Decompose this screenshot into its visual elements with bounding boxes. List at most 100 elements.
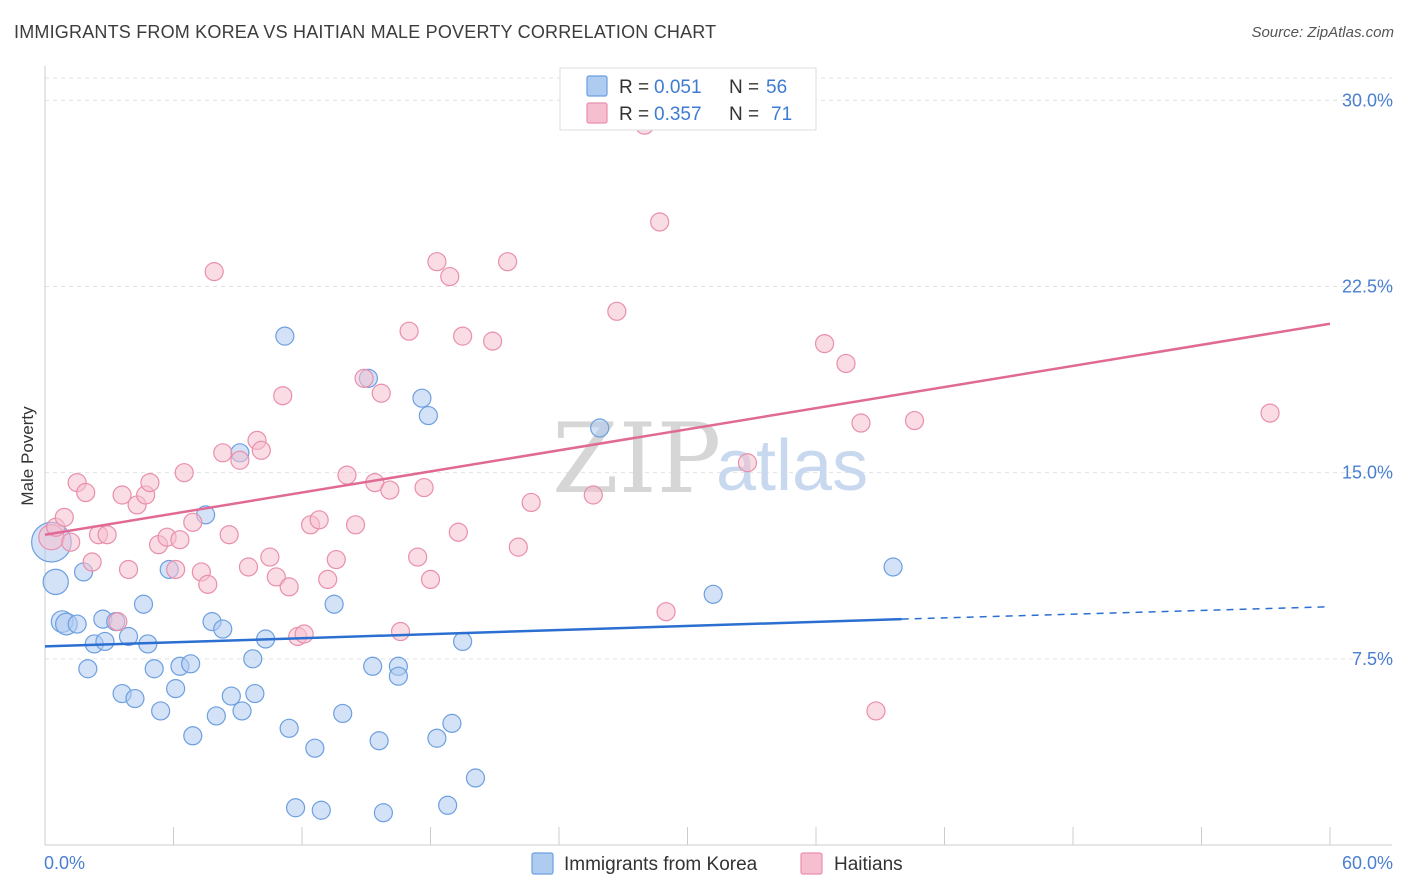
korea-point-34 [279, 718, 299, 738]
korea-point-14 [133, 594, 154, 614]
haiti-point-32 [273, 386, 293, 406]
haiti-point-11 [118, 559, 139, 580]
korea-point-16 [144, 659, 164, 679]
haiti-point-57 [508, 537, 528, 557]
korea-point-8 [95, 631, 115, 652]
korea-point-55 [883, 557, 903, 577]
watermark-zip: ZIP [552, 403, 721, 515]
y-tick-label-1: 15.0% [1342, 463, 1393, 483]
haiti-point-69 [904, 410, 925, 431]
x-tick-labels: 0.0% 60.0% [44, 853, 1393, 873]
korea-point-51 [453, 631, 473, 652]
korea-point-33 [275, 326, 295, 346]
haiti-point-65 [814, 333, 835, 354]
legend-swatch-korea [586, 75, 608, 97]
y-tick-label-2: 22.5% [1342, 277, 1393, 297]
haiti-point-54 [453, 326, 473, 346]
legend-box: R = 0.051 N = 56 R = 0.357 N = 71 [559, 67, 817, 131]
korea-point-27 [221, 686, 241, 706]
haiti-point-5 [76, 482, 96, 503]
haiti-point-19 [174, 463, 194, 483]
korea-point-37 [311, 800, 331, 820]
haiti-point-26 [230, 450, 250, 470]
legend-r-label-haiti: R = [619, 104, 649, 125]
korea-point-13 [125, 688, 145, 709]
y-tick-labels: 7.5% 15.0% 22.5% 30.0% [1342, 90, 1393, 668]
haiti-point-55 [483, 331, 503, 351]
korea-point-36 [305, 738, 325, 758]
haiti-point-37 [309, 510, 329, 530]
haiti-point-50 [420, 569, 441, 590]
korea-point-29 [232, 701, 252, 721]
haiti-point-10 [112, 485, 132, 505]
korea-point-49 [438, 795, 458, 815]
y-tick-label-0: 7.5% [1352, 649, 1393, 669]
haiti-point-62 [650, 212, 670, 232]
korea-point-42 [369, 731, 389, 751]
haiti-point-31 [266, 567, 286, 587]
haiti-point-60 [607, 301, 627, 321]
y-axis-title: Male Poverty [18, 406, 37, 506]
haiti-point-22 [198, 574, 218, 594]
korea-point-1 [42, 568, 69, 596]
korea-point-54 [703, 584, 723, 604]
korea-point-19 [166, 679, 186, 699]
korea-point-11 [118, 626, 139, 647]
korea-point-22 [183, 726, 203, 746]
haiti-point-25 [219, 525, 239, 545]
korea-point-53 [590, 418, 610, 438]
korea-point-21 [181, 654, 201, 674]
korea-point-25 [206, 706, 226, 726]
haiti-point-33 [279, 577, 299, 597]
legend-n-value-korea: 56 [766, 77, 787, 98]
haiti-point-29 [251, 440, 271, 460]
haiti-point-41 [345, 515, 366, 535]
bottom-legend-swatch-korea [531, 852, 554, 875]
haiti-point-35 [294, 624, 314, 644]
bottom-legend-label-haiti: Haitians [834, 854, 903, 875]
korea-point-30 [243, 649, 263, 669]
haiti-point-27 [238, 557, 259, 577]
haiti-point-53 [448, 522, 468, 542]
haiti-point-48 [408, 547, 428, 567]
haiti-point-39 [326, 549, 346, 570]
korea-point-45 [388, 666, 408, 686]
korea-point-52 [465, 768, 486, 788]
source-label: Source: ZipAtlas.com [1251, 24, 1394, 41]
trend-lines [44, 322, 1331, 648]
haiti-point-8 [97, 525, 117, 545]
haiti-point-58 [521, 492, 541, 513]
x-tick-label-0: 0.0% [44, 853, 85, 873]
haiti-point-2 [54, 507, 74, 527]
korea-point-39 [333, 703, 353, 724]
haiti-point-70 [1260, 403, 1280, 423]
haiti-point-17 [166, 559, 186, 580]
haiti-point-18 [170, 530, 190, 550]
haiti-point-68 [866, 701, 886, 721]
korea-point-47 [418, 405, 438, 426]
haiti-point-24 [213, 443, 233, 463]
legend-r-value-haiti: 0.357 [654, 104, 702, 125]
korea-point-50 [442, 713, 462, 733]
haiti-point-6 [82, 552, 102, 572]
korea-point-41 [363, 656, 383, 676]
haiti-point-56 [498, 252, 518, 272]
korea-point-31 [245, 683, 265, 704]
series-korea [31, 326, 903, 823]
korea-point-43 [373, 803, 393, 823]
korea-point-17 [151, 701, 171, 721]
haiti-point-47 [399, 321, 419, 341]
haiti-point-42 [354, 368, 374, 388]
haiti-point-40 [337, 465, 357, 485]
bottom-legend-label-korea: Immigrants from Korea [564, 854, 758, 875]
korea-point-48 [427, 728, 447, 748]
haiti-point-52 [440, 266, 460, 287]
haiti-point-67 [851, 413, 871, 433]
y-tick-label-3: 30.0% [1342, 90, 1393, 110]
haiti-point-51 [427, 252, 447, 272]
trend-line-korea-extension [901, 605, 1331, 620]
haiti-point-49 [414, 477, 434, 498]
legend-swatch-haiti [586, 102, 608, 124]
chart-title: IMMIGRANTS FROM KOREA VS HAITIAN MALE PO… [14, 22, 717, 42]
